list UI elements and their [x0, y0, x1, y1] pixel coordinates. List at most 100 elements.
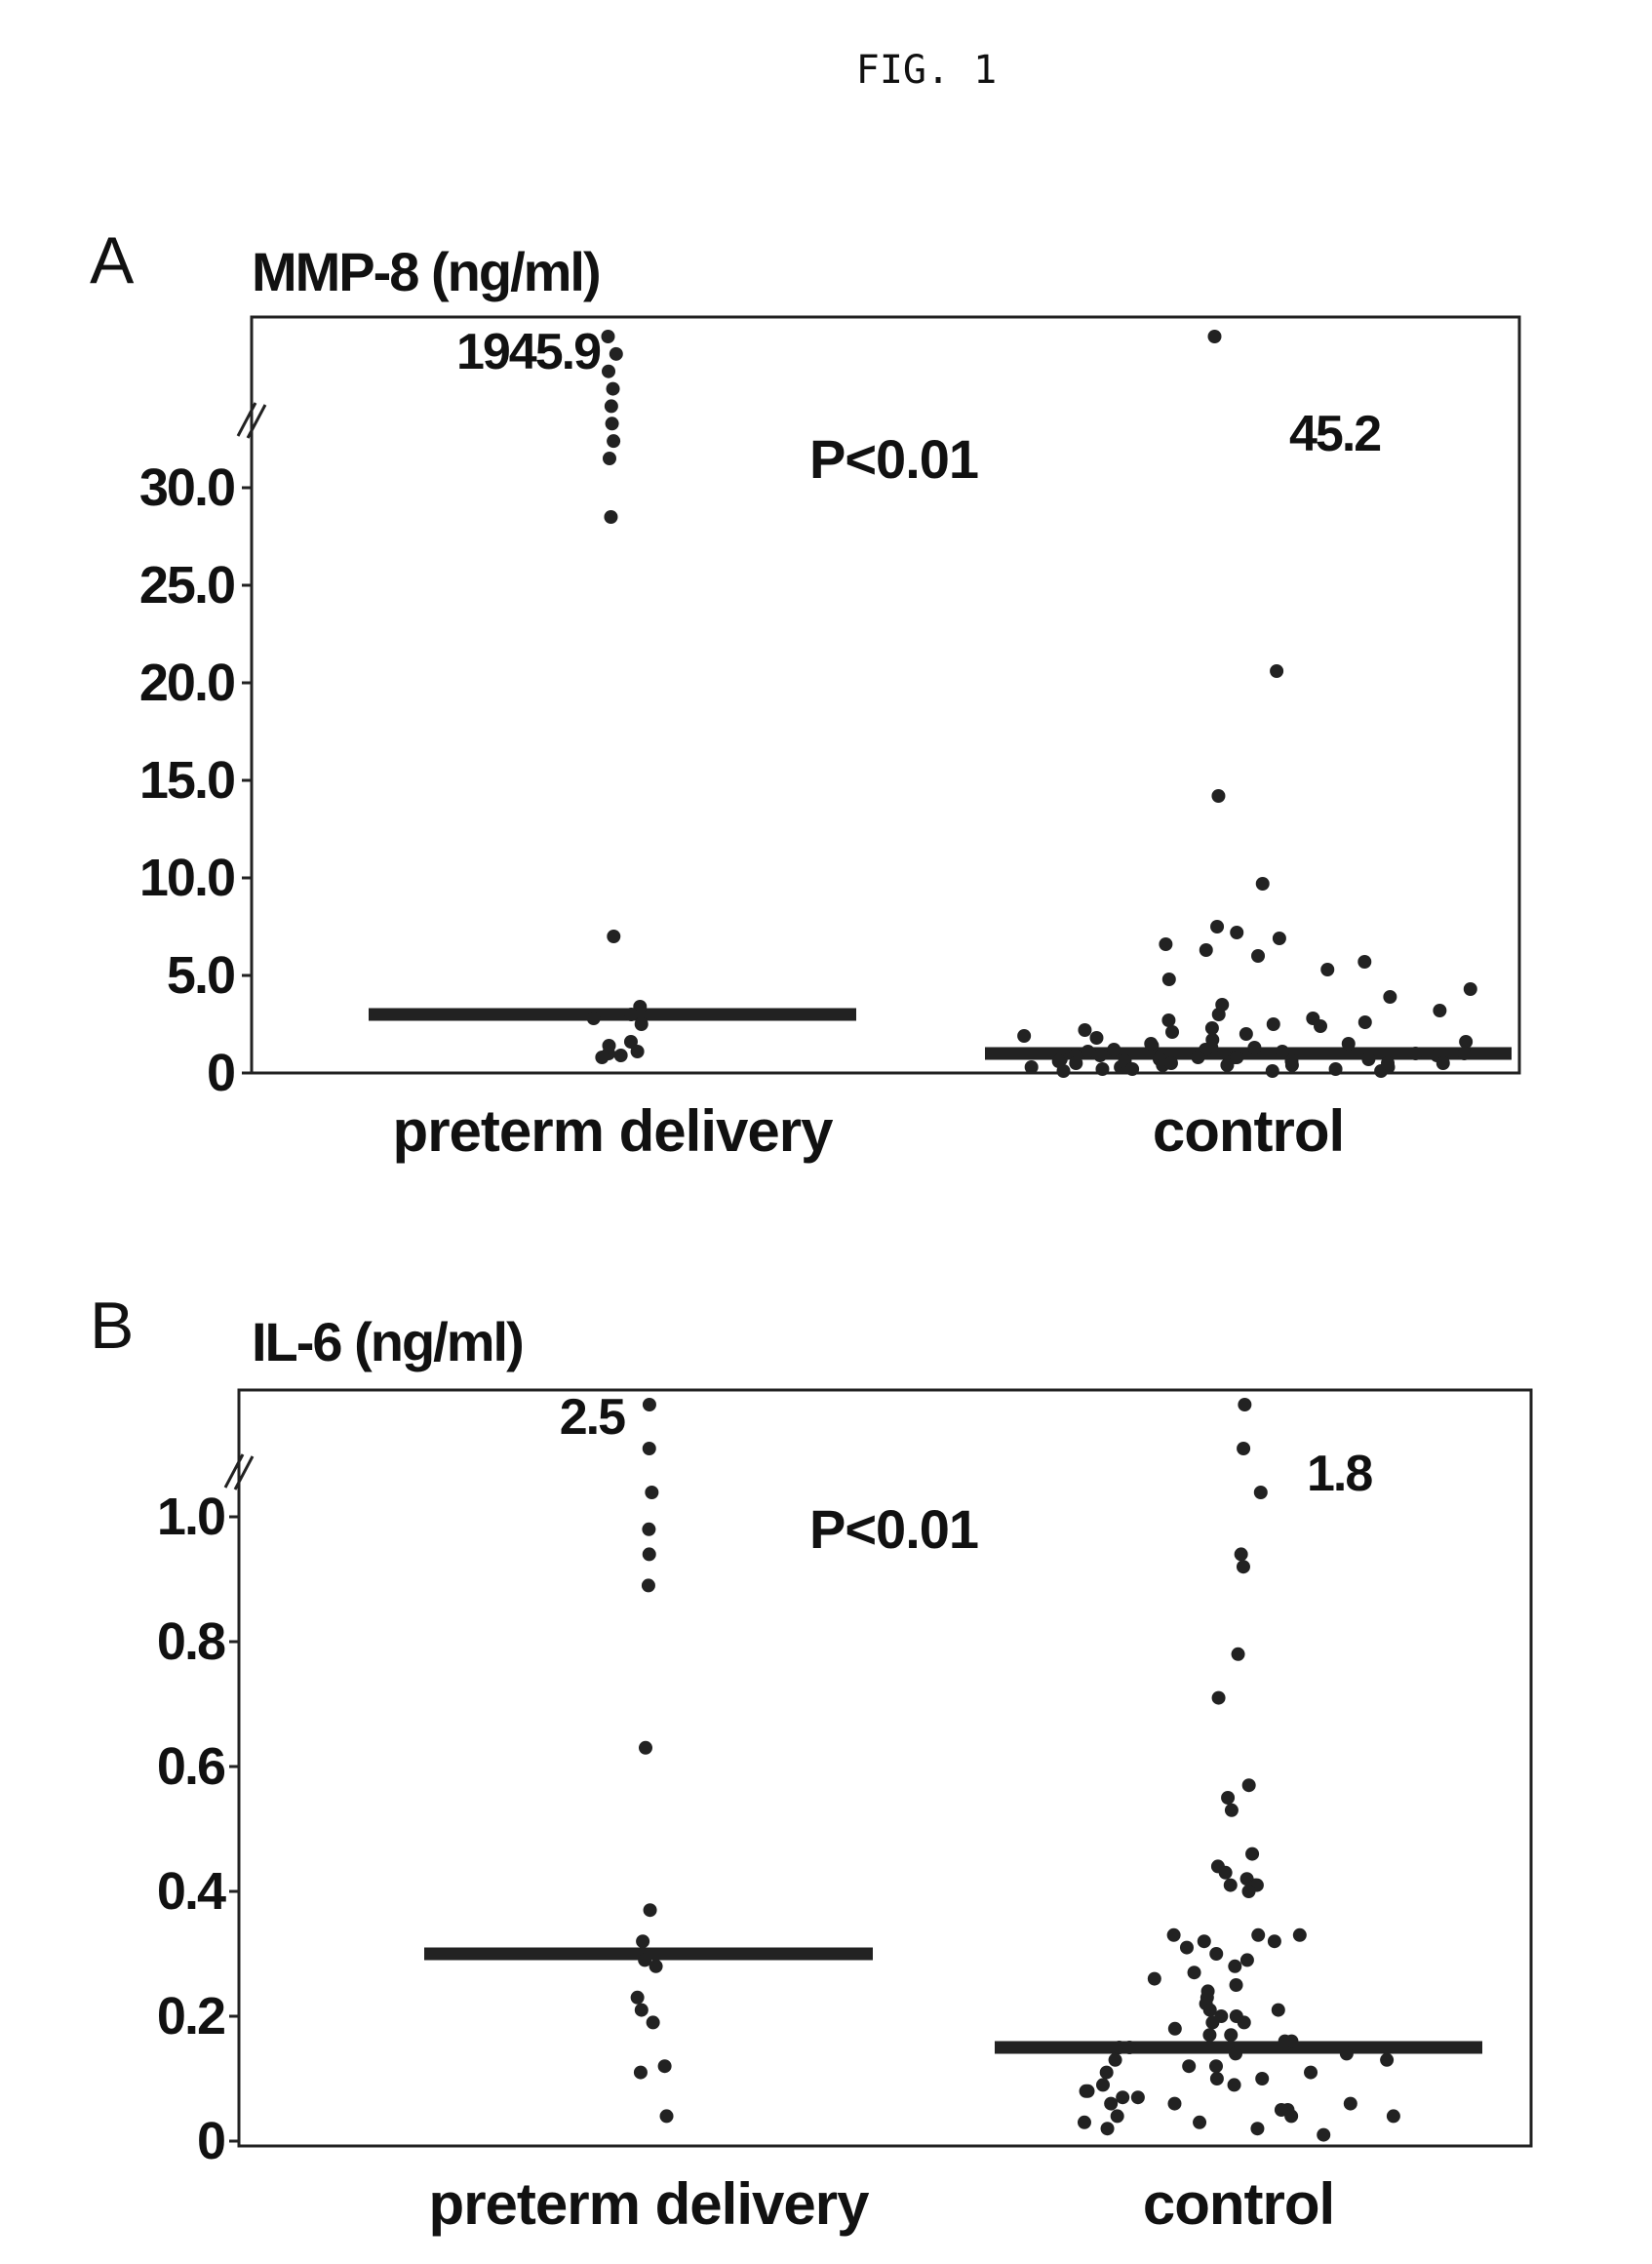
- y-tick-label: 5.0: [167, 946, 234, 1005]
- data-point: [1148, 1972, 1161, 1986]
- data-point: [1017, 1029, 1031, 1043]
- data-point: [1272, 2004, 1285, 2017]
- data-point: [1357, 955, 1371, 969]
- data-point: [1144, 1037, 1158, 1051]
- data-point: [1256, 877, 1270, 891]
- data-point: [1161, 1013, 1175, 1027]
- data-point: [1267, 1017, 1280, 1031]
- y-tick-label: 0.2: [157, 1987, 224, 2046]
- data-point: [602, 330, 615, 343]
- data-point: [1361, 1053, 1375, 1066]
- data-point: [1100, 2066, 1114, 2080]
- data-point: [1219, 1866, 1233, 1880]
- data-point: [1250, 2122, 1264, 2135]
- data-point: [1200, 943, 1213, 957]
- data-point: [1436, 1056, 1450, 1070]
- y-tick-label: 10.0: [139, 849, 234, 907]
- panel-a-letter: A: [90, 223, 135, 298]
- data-point: [1239, 1027, 1253, 1041]
- data-point: [1284, 2109, 1298, 2123]
- data-point: [1192, 1051, 1205, 1064]
- data-point: [587, 1012, 601, 1025]
- data-point: [1255, 2072, 1269, 2085]
- data-point: [1230, 1051, 1243, 1064]
- data-point: [643, 1547, 656, 1561]
- data-point: [1212, 1008, 1226, 1021]
- data-point: [635, 1017, 649, 1031]
- data-point: [1193, 2116, 1206, 2129]
- data-point: [603, 452, 616, 465]
- data-point: [644, 1903, 657, 1917]
- data-point: [1240, 1953, 1254, 1966]
- data-point: [1225, 1804, 1239, 1817]
- data-point: [1107, 1043, 1121, 1056]
- data-point: [1278, 2035, 1292, 2048]
- y-tick-label: 0.6: [157, 1737, 225, 1796]
- data-point: [1247, 1041, 1261, 1054]
- data-point: [1464, 982, 1477, 996]
- data-point: [1230, 926, 1243, 939]
- data-point: [1111, 2109, 1124, 2123]
- data-point: [1237, 1560, 1250, 1573]
- data-point: [635, 2004, 649, 2017]
- data-point: [1205, 1021, 1219, 1035]
- data-point: [1224, 2028, 1238, 2042]
- data-point: [1131, 2090, 1145, 2104]
- data-point: [647, 2015, 660, 2029]
- data-point: [631, 1991, 645, 2005]
- data-point: [602, 365, 615, 378]
- data-point: [1285, 1058, 1299, 1072]
- data-point: [1459, 1035, 1473, 1049]
- figure-title: FIG. 1: [856, 48, 998, 93]
- data-point: [1168, 2022, 1182, 2036]
- data-point: [1273, 932, 1286, 945]
- p-value-label: P<0.01: [809, 428, 978, 490]
- data-point: [610, 347, 623, 361]
- data-point: [643, 1398, 656, 1411]
- data-point: [1209, 2059, 1223, 2073]
- y-tick-label: 0: [197, 2112, 224, 2170]
- data-point: [1221, 1791, 1235, 1805]
- data-point: [1080, 2085, 1093, 2098]
- data-point: [1069, 1056, 1082, 1070]
- data-point: [1251, 1928, 1265, 1942]
- data-point: [1096, 2078, 1110, 2091]
- data-point: [1293, 1928, 1307, 1942]
- data-point: [1162, 973, 1176, 986]
- data-point: [1122, 2041, 1136, 2054]
- data-point: [1104, 2097, 1118, 2111]
- data-point: [642, 1523, 655, 1536]
- y-tick-label: 20.0: [139, 654, 234, 712]
- data-point: [1340, 2046, 1354, 2060]
- panel-b-ylabel: IL-6 (ng/ml): [252, 1311, 523, 1372]
- data-point: [1198, 1934, 1211, 1948]
- data-point: [1180, 1941, 1194, 1955]
- data-point: [1317, 2128, 1330, 2142]
- data-point: [605, 399, 618, 413]
- data-point: [1078, 1023, 1091, 1037]
- data-point: [1314, 1019, 1327, 1033]
- data-point: [643, 1442, 656, 1455]
- data-point: [1101, 2122, 1115, 2135]
- data-point: [1210, 920, 1224, 933]
- data-point: [1089, 1031, 1103, 1045]
- max-value-label: 1.8: [1307, 1446, 1372, 1502]
- data-point: [1329, 1062, 1343, 1076]
- data-point: [1109, 2053, 1122, 2067]
- y-tick-label: 25.0: [139, 556, 234, 615]
- data-point: [595, 1051, 609, 1064]
- category-label: control: [1153, 1098, 1344, 1164]
- data-point: [1380, 2053, 1394, 2067]
- data-point: [1182, 2059, 1196, 2073]
- data-point: [1245, 1847, 1259, 1861]
- data-point: [1052, 1054, 1066, 1068]
- data-point: [1232, 1648, 1245, 1661]
- data-point: [642, 1578, 655, 1592]
- data-point: [1212, 1691, 1226, 1705]
- data-point: [1304, 2066, 1318, 2080]
- data-point: [634, 2066, 648, 2080]
- data-point: [1095, 1062, 1109, 1076]
- data-point: [624, 1008, 638, 1021]
- category-label: control: [1143, 2171, 1334, 2237]
